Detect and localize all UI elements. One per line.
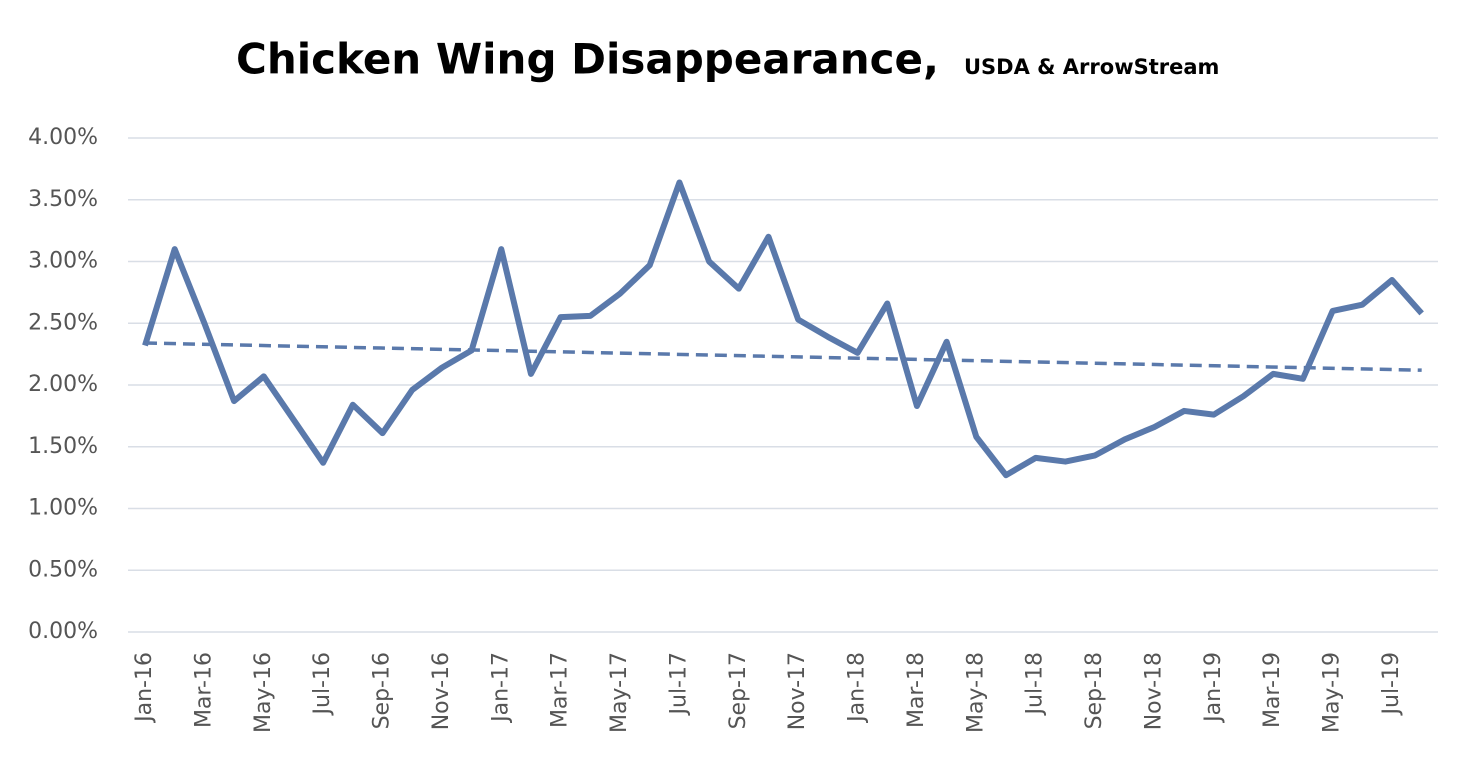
y-tick-label: 3.50% xyxy=(28,187,98,212)
x-tick-label: May-16 xyxy=(251,652,276,733)
x-tick-label: Sep-17 xyxy=(726,652,751,729)
x-tick-label: Jan-17 xyxy=(488,652,513,724)
y-tick-label: 0.50% xyxy=(28,557,98,582)
x-tick-label: Mar-18 xyxy=(904,652,929,728)
x-tick-label: May-18 xyxy=(963,652,988,733)
data-line xyxy=(142,179,1424,479)
x-tick-label: Jul-19 xyxy=(1379,652,1404,716)
y-tick-label: 1.00% xyxy=(28,496,98,521)
x-tick-label: May-19 xyxy=(1320,652,1345,733)
x-tick-label: May-17 xyxy=(607,652,632,733)
x-tick-label: Nov-18 xyxy=(1141,652,1166,730)
x-tick-label: Jul-18 xyxy=(1023,652,1048,716)
x-tick-label: Jan-18 xyxy=(845,652,870,724)
x-tick-label: Jul-17 xyxy=(666,652,691,716)
x-tick-label: Jul-16 xyxy=(310,652,335,716)
chart-title: Chicken Wing Disappearance, xyxy=(236,35,939,84)
y-tick-label: 2.50% xyxy=(28,310,98,335)
x-tick-label: Nov-16 xyxy=(429,652,454,730)
y-tick-label: 2.00% xyxy=(28,372,98,397)
y-tick-label: 1.50% xyxy=(28,434,98,459)
x-tick-label: Jan-16 xyxy=(132,652,157,724)
x-tick-label: Mar-16 xyxy=(191,652,216,728)
x-tick-label: Mar-17 xyxy=(548,652,573,728)
x-tick-label: Jan-19 xyxy=(1201,652,1226,724)
x-tick-label: Nov-17 xyxy=(785,652,810,730)
x-tick-label: Sep-16 xyxy=(370,652,395,729)
y-tick-label: 0.00% xyxy=(28,619,98,644)
x-tick-label: Sep-18 xyxy=(1082,652,1107,729)
chart-subtitle: USDA & ArrowStream xyxy=(964,55,1219,79)
trend-line xyxy=(144,341,1422,372)
y-tick-label: 3.00% xyxy=(28,249,98,274)
y-tick-label: 4.00% xyxy=(28,125,98,150)
x-tick-label: Mar-19 xyxy=(1260,652,1285,728)
